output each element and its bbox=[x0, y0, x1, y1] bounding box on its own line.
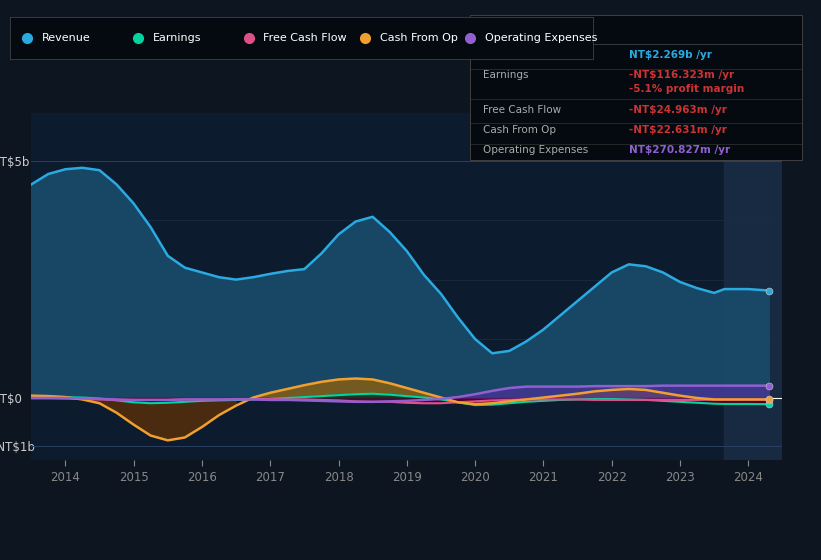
Text: Revenue: Revenue bbox=[483, 50, 528, 60]
Text: Earnings: Earnings bbox=[483, 70, 529, 80]
Bar bbox=[724, 113, 782, 460]
Text: Operating Expenses: Operating Expenses bbox=[485, 33, 598, 43]
Text: -NT$116.323m /yr: -NT$116.323m /yr bbox=[629, 70, 734, 80]
Text: Earnings: Earnings bbox=[153, 33, 201, 43]
Text: Jun 30 2024: Jun 30 2024 bbox=[483, 30, 561, 43]
Text: -5.1% profit margin: -5.1% profit margin bbox=[629, 85, 745, 95]
Text: NT$270.827m /yr: NT$270.827m /yr bbox=[629, 145, 731, 155]
Text: Operating Expenses: Operating Expenses bbox=[483, 145, 588, 155]
Text: Free Cash Flow: Free Cash Flow bbox=[264, 33, 347, 43]
Text: Cash From Op: Cash From Op bbox=[483, 125, 556, 135]
Text: Cash From Op: Cash From Op bbox=[380, 33, 458, 43]
Text: -NT$24.963m /yr: -NT$24.963m /yr bbox=[629, 105, 727, 115]
Text: Free Cash Flow: Free Cash Flow bbox=[483, 105, 561, 115]
Text: -NT$22.631m /yr: -NT$22.631m /yr bbox=[629, 125, 727, 135]
Text: NT$2.269b /yr: NT$2.269b /yr bbox=[629, 50, 712, 60]
Text: Revenue: Revenue bbox=[42, 33, 90, 43]
